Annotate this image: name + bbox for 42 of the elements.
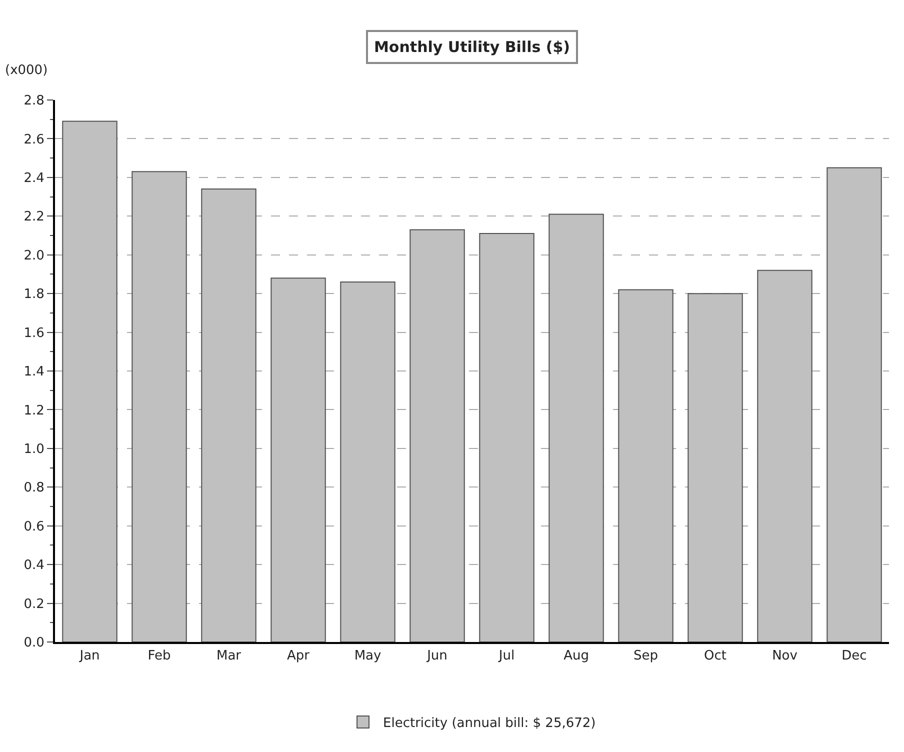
bar	[62, 120, 118, 642]
bar	[479, 233, 534, 642]
bar	[548, 214, 604, 642]
y-tick-label: 1.4	[24, 364, 44, 380]
bar	[757, 270, 812, 642]
x-tick-label: Nov	[772, 648, 798, 664]
x-tick-label: May	[354, 648, 382, 664]
x-tick-label: Aug	[564, 648, 589, 664]
chart-title: Monthly Utility Bills ($)	[374, 38, 570, 56]
bar	[340, 281, 396, 642]
y-tick-label: 0.6	[24, 519, 44, 534]
x-tick-label: Oct	[704, 648, 726, 664]
legend-label: Electricity (annual bill: $ 25,672)	[383, 716, 596, 732]
y-tick-label: 1.6	[24, 326, 44, 341]
bar	[201, 188, 256, 642]
y-tick-label: 0.8	[24, 480, 44, 496]
bar	[618, 289, 674, 642]
x-tick-label: Apr	[287, 648, 310, 664]
x-tick-label: Sep	[633, 648, 658, 664]
x-tick-label: Dec	[842, 648, 867, 664]
bar	[132, 171, 187, 642]
y-tick-label: 0.0	[24, 636, 44, 651]
y-tick-label: 0.2	[24, 596, 44, 612]
bar	[410, 229, 465, 642]
bar	[826, 167, 882, 642]
x-tick-label: Jul	[498, 648, 515, 664]
y-tick-label: 2.2	[24, 210, 44, 225]
x-tick-label: Mar	[216, 648, 242, 664]
y-tick-label: 2.8	[24, 94, 44, 109]
y-tick-label: 0.4	[24, 558, 44, 574]
y-tick-label: 1.2	[24, 403, 44, 418]
y-tick-label: 1.8	[24, 287, 44, 302]
x-tick-label: Jan	[78, 648, 100, 664]
y-tick-label: 2.4	[24, 170, 44, 186]
bar	[688, 293, 743, 642]
y-tick-label: 1.0	[24, 442, 44, 457]
x-tick-label: Jun	[426, 648, 448, 664]
x-tick-label: Feb	[148, 648, 171, 664]
bar	[270, 278, 326, 642]
y-tick-label: 2.0	[24, 248, 44, 264]
y-axis-title: (x000)	[5, 63, 48, 78]
y-tick-label: 2.6	[24, 132, 44, 148]
